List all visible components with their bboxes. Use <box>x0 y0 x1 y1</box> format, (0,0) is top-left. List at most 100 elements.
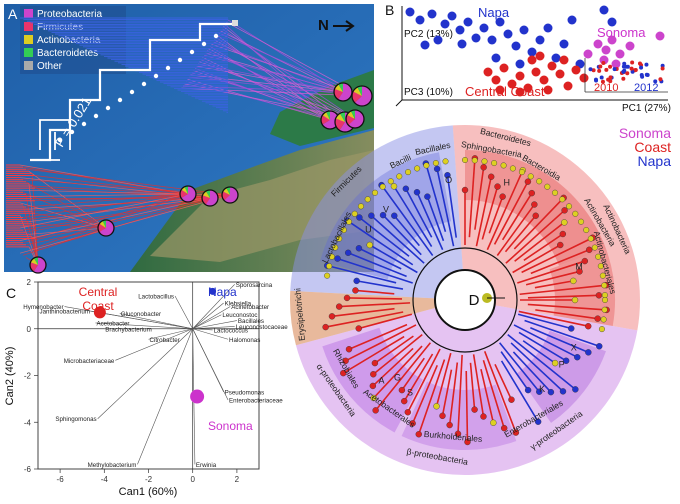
point-napa <box>427 9 437 19</box>
clade-branch <box>401 357 425 391</box>
point-central-coast <box>543 85 553 95</box>
panel-a: Proteobacteria Firmicutes Actinobacteria… <box>4 4 374 274</box>
leaf-node <box>414 165 421 172</box>
taxon-vector <box>119 313 193 330</box>
clade-branch <box>416 191 444 251</box>
taxon-label: Methylobacterium <box>88 462 137 469</box>
clade-gamma <box>516 330 606 423</box>
pie-slice <box>338 83 352 101</box>
clade-erysipelotrichi <box>290 290 437 346</box>
connector-line <box>190 74 344 93</box>
pie-slice <box>352 91 362 103</box>
x-tick-label: 0 <box>190 475 195 484</box>
clade-letter: A <box>379 375 385 385</box>
clade-node <box>413 189 421 196</box>
point-napa <box>599 5 609 15</box>
legend-swatch-proteobacteria <box>24 9 33 18</box>
legend-label-actinobacteria: Actinobacteria <box>37 35 101 46</box>
clade-branch <box>521 237 593 274</box>
clade-node <box>356 214 363 221</box>
clade-node <box>342 357 349 365</box>
clade-branch <box>411 365 438 424</box>
clade-branch <box>327 264 397 284</box>
pie-outline <box>97 219 115 237</box>
taxon-label: Sporosarcina <box>236 282 273 289</box>
clade-node <box>355 325 362 332</box>
clade-branch <box>348 323 408 350</box>
clade-node <box>345 346 353 353</box>
clade-branch <box>358 313 413 330</box>
clade-node <box>557 241 564 249</box>
legend-swatch-actinobacteria <box>24 35 33 44</box>
point-napa <box>463 17 473 27</box>
inset-point <box>600 79 605 84</box>
pie-slice <box>334 88 343 100</box>
connector-line <box>34 193 189 239</box>
point-sonoma <box>583 49 593 59</box>
point-sonoma <box>625 41 635 51</box>
leaf-node <box>583 226 590 233</box>
point-central-coast <box>579 73 589 83</box>
taxon-vector <box>192 314 222 330</box>
clade-branch <box>403 353 434 402</box>
centroid-central-coast <box>93 306 106 319</box>
leaf-node <box>340 226 347 233</box>
x-tick-label: -6 <box>57 475 65 484</box>
clade-branch <box>358 216 410 257</box>
clade-letter: P <box>559 360 565 370</box>
taxon-label: Gluconobacter <box>121 311 161 318</box>
leaf-node <box>442 158 449 165</box>
taxon-vector <box>192 302 224 329</box>
clade-node <box>480 164 487 171</box>
inset-point <box>622 68 627 73</box>
legend-swatch-firmicutes <box>24 22 33 31</box>
taxon-vector <box>174 295 193 329</box>
clade-letter: S <box>407 387 413 397</box>
leaf-node <box>597 263 604 270</box>
pie-slice <box>357 86 362 96</box>
clade-branch <box>465 370 469 442</box>
leaf-node <box>591 244 598 251</box>
clade-node <box>402 185 410 192</box>
inset-point <box>630 69 635 74</box>
clade-branch <box>500 360 539 423</box>
leaf-node <box>544 183 551 190</box>
leaf-node <box>462 156 469 163</box>
leaf-node <box>572 210 579 217</box>
clade-branch <box>483 351 517 433</box>
leaf-node <box>559 196 566 203</box>
clade-branch <box>426 196 445 242</box>
clade-node <box>439 412 446 420</box>
leaf-node <box>500 162 507 169</box>
clade-letter: M <box>575 261 583 271</box>
clade-branch <box>418 359 446 435</box>
point-central-coast <box>515 71 525 81</box>
inset-point <box>644 62 649 67</box>
clade-branch <box>524 319 600 347</box>
clade-node <box>531 201 538 208</box>
clade-branch <box>512 351 552 393</box>
clade-branch <box>535 309 598 320</box>
tree-node <box>165 65 171 71</box>
clade-branch <box>370 215 425 264</box>
leaf-node <box>379 183 386 190</box>
taxon-label: Lactococcus <box>214 327 248 334</box>
point-central-coast <box>495 85 505 95</box>
centroid-napa <box>209 287 217 295</box>
point-napa <box>503 29 513 39</box>
connector-line <box>227 19 344 93</box>
clade-node <box>594 315 601 322</box>
tree-node <box>201 41 207 47</box>
leaf-node <box>598 326 605 333</box>
point-napa <box>511 41 521 51</box>
point-sonoma <box>601 45 611 55</box>
pie-slice <box>180 189 188 199</box>
clade-node <box>446 421 453 429</box>
point-central-coast <box>555 69 565 79</box>
connector-line <box>19 164 189 195</box>
clade-node <box>499 193 506 200</box>
pie-outline <box>345 109 365 129</box>
sample-pies <box>29 82 373 274</box>
